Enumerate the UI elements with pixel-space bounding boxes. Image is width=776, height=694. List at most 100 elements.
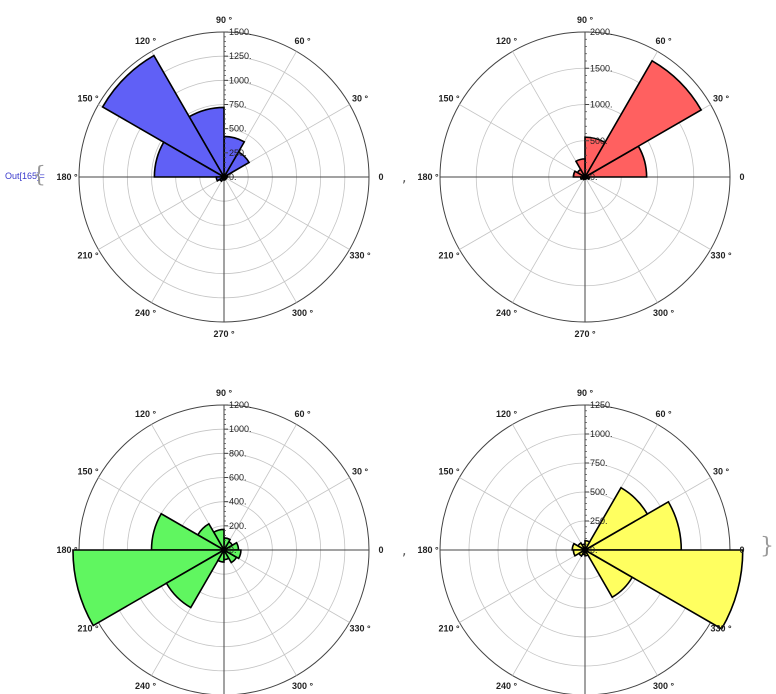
angle-label: 330 ° xyxy=(349,251,371,261)
angle-label: 330 ° xyxy=(710,624,732,634)
histogram-wedge xyxy=(571,542,588,551)
radial-tick-label: 0. xyxy=(590,172,598,182)
histogram-wedge xyxy=(584,136,607,180)
angle-label: 60 ° xyxy=(294,409,311,419)
angle-label: 90 ° xyxy=(577,388,594,398)
grid-spoke xyxy=(459,477,586,551)
angle-label: 120 ° xyxy=(496,409,518,419)
angle-label: 30 ° xyxy=(713,467,730,477)
angle-label: 150 ° xyxy=(438,94,460,104)
radial-tick-label: 1500. xyxy=(229,27,252,37)
radial-tick-label: 1200. xyxy=(229,400,252,410)
grid-spoke xyxy=(223,176,297,303)
radial-tick-label: 0. xyxy=(229,545,237,555)
grid-spoke xyxy=(459,104,586,178)
histogram-wedge xyxy=(582,486,649,553)
out-label: Out[165]= xyxy=(5,171,45,181)
radial-tick-label: 400. xyxy=(229,497,247,507)
radial-tick-label: 0. xyxy=(229,172,237,182)
polar-chart: 0. 250. 500. 750. 1000. 1250. 1500. 0 30 ° 60 ° 90… xyxy=(56,15,383,339)
radial-tick-label: 500. xyxy=(229,124,247,134)
histogram-wedge xyxy=(72,549,227,627)
radial-tick-label: 800. xyxy=(229,448,247,458)
grid-spoke xyxy=(223,477,350,551)
histogram-wedge xyxy=(221,549,242,560)
angle-label: 180 ° xyxy=(417,172,439,182)
radial-tick-label: 250. xyxy=(590,516,608,526)
angle-label: 60 ° xyxy=(655,409,672,419)
angle-label: 120 ° xyxy=(135,409,157,419)
angle-label: 0 xyxy=(378,545,383,555)
grid-spoke xyxy=(98,176,225,250)
grid-spoke xyxy=(459,549,586,623)
angle-label: 210 ° xyxy=(77,251,99,261)
angle-label: 180 ° xyxy=(417,545,439,555)
angle-label: 300 ° xyxy=(292,308,314,318)
angle-label: 330 ° xyxy=(349,624,371,634)
angle-label: 150 ° xyxy=(77,467,99,477)
radial-tick-label: 1250. xyxy=(229,51,252,61)
radial-tick-label: 0. xyxy=(590,545,598,555)
histogram-wedge xyxy=(582,59,703,180)
angle-label: 210 ° xyxy=(438,624,460,634)
angle-label: 0 xyxy=(378,172,383,182)
polar-chart: 0. 500. 1000. 1500. 2000. 0 30 ° 60 ° 90 ° 120 ° 1… xyxy=(417,15,744,339)
angle-label: 90 ° xyxy=(577,15,594,25)
radial-tick-label: 500. xyxy=(590,136,608,146)
radial-tick-label: 500. xyxy=(590,487,608,497)
list-close-brace: } xyxy=(760,534,774,559)
polar-chart: 0. 200. 400. 600. 800. 1000. 1200. 0 30 ° 60 ° 90 … xyxy=(56,388,384,694)
angle-label: 150 ° xyxy=(77,94,99,104)
histogram-wedge xyxy=(101,54,227,180)
angle-label: 180 ° xyxy=(56,172,78,182)
separator-comma: , xyxy=(402,543,407,559)
histogram-wedge xyxy=(582,176,591,181)
angle-label: 60 ° xyxy=(294,36,311,46)
angle-label: 240 ° xyxy=(496,308,518,318)
grid-spoke xyxy=(223,176,350,250)
radial-tick-label: 1500. xyxy=(590,63,613,73)
radial-tick-label: 250. xyxy=(229,148,247,158)
angle-label: 90 ° xyxy=(216,388,233,398)
radial-tick-label: 2000. xyxy=(590,27,613,37)
angle-label: 300 ° xyxy=(292,681,314,691)
angle-label: 270 ° xyxy=(213,329,235,339)
grid-spoke xyxy=(512,51,586,178)
angle-label: 240 ° xyxy=(496,681,518,691)
angle-label: 30 ° xyxy=(352,94,369,104)
angle-label: 0 xyxy=(739,545,744,555)
grid-spoke xyxy=(459,176,586,250)
histogram-wedge xyxy=(216,547,225,563)
grid-spoke xyxy=(584,176,711,250)
angle-label: 270 ° xyxy=(574,329,596,339)
angle-label: 300 ° xyxy=(653,308,675,318)
grid-spoke xyxy=(223,549,297,676)
polar-chart: 0. 250. 500. 750. 1000. 1250. 0 30 ° 60 ° 90 ° 120… xyxy=(417,388,745,694)
grid-spoke xyxy=(512,176,586,303)
grid-spoke xyxy=(512,424,586,551)
radial-tick-label: 1000. xyxy=(229,75,252,85)
radial-tick-label: 1000. xyxy=(590,429,613,439)
angle-label: 240 ° xyxy=(135,308,157,318)
histogram-wedge xyxy=(572,170,588,178)
list-open-brace: { xyxy=(32,163,46,188)
grid-spoke xyxy=(151,176,225,303)
grid-spoke xyxy=(584,176,658,303)
radial-tick-label: 600. xyxy=(229,473,247,483)
angle-label: 60 ° xyxy=(655,36,672,46)
histogram-wedge xyxy=(153,141,227,178)
histogram-wedge xyxy=(221,176,228,180)
angle-label: 330 ° xyxy=(710,251,732,261)
angle-label: 120 ° xyxy=(135,36,157,46)
angle-label: 90 ° xyxy=(216,15,233,25)
angle-label: 300 ° xyxy=(653,681,675,691)
grid-spoke xyxy=(512,549,586,676)
radial-tick-label: 1250. xyxy=(590,400,613,410)
radial-tick-label: 200. xyxy=(229,521,247,531)
angle-label: 180 ° xyxy=(56,545,78,555)
histogram-wedge xyxy=(582,549,744,630)
angle-label: 120 ° xyxy=(496,36,518,46)
radial-tick-label: 1000. xyxy=(229,424,252,434)
radial-tick-label: 1000. xyxy=(590,100,613,110)
